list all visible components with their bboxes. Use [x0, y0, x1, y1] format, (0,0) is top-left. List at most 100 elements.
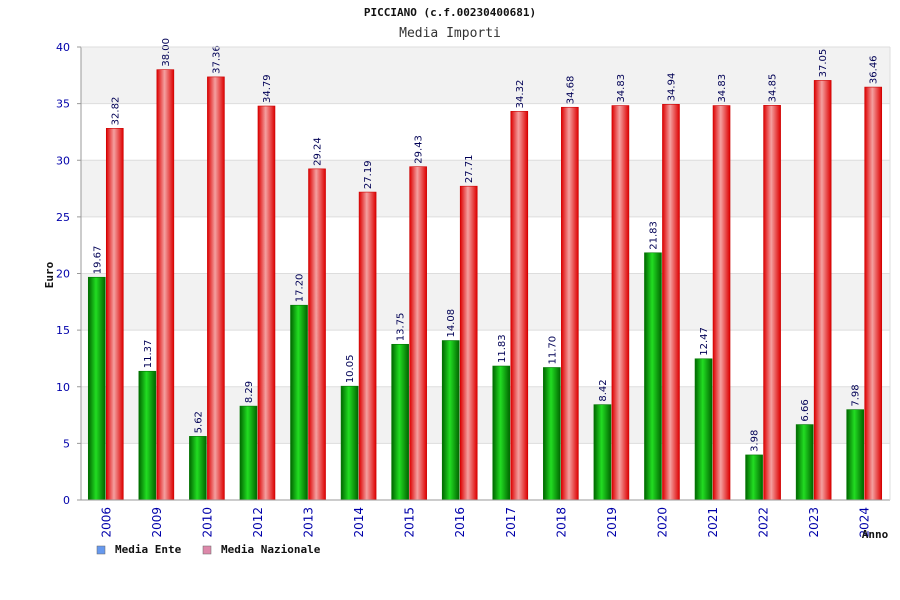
bar-media-ente: [593, 404, 612, 501]
value-labels: 19.67 32.82 11.37 38.00 5.62 37.36 8.29 34.79 17…: [92, 38, 879, 452]
y-tick-label: 10: [56, 381, 70, 394]
bar-media-ente: [340, 385, 359, 501]
x-tick-label: 2009: [150, 507, 164, 538]
value-label: 34.83: [616, 74, 627, 103]
bar-media-nazionale: [662, 104, 680, 501]
legend-swatch: [202, 545, 212, 555]
bar-media-ente: [441, 340, 460, 501]
x-tick-label: 2017: [504, 507, 518, 538]
bar-media-ente: [745, 454, 763, 501]
bar-media-nazionale: [864, 86, 883, 501]
y-tick-label: 35: [56, 98, 70, 111]
bar-media-nazionale: [611, 105, 630, 501]
bar-media-ente: [795, 424, 814, 501]
x-axis-label: Anno: [862, 528, 889, 541]
y-axis-label: Euro: [43, 261, 56, 288]
x-tick-label: 2018: [554, 507, 568, 538]
value-label: 10.05: [345, 355, 356, 384]
y-tick-label: 0: [63, 494, 70, 507]
y-tick-label: 20: [56, 268, 70, 281]
value-label: 3.98: [750, 430, 761, 452]
value-label: 13.75: [396, 313, 407, 342]
value-label: 7.98: [851, 384, 862, 406]
bar-media-ente: [694, 358, 713, 501]
value-label: 8.29: [244, 381, 255, 403]
bar-media-ente: [644, 252, 662, 501]
bar-media-nazionale: [459, 185, 478, 501]
value-label: 17.20: [295, 274, 306, 303]
x-tick-label: 2024: [858, 507, 872, 538]
axes: [77, 46, 891, 501]
value-label: 37.36: [211, 45, 222, 74]
x-tick-label: 2016: [453, 507, 467, 538]
value-label: 5.62: [193, 411, 204, 433]
bar-media-ente: [189, 436, 207, 501]
bar-media-ente: [391, 343, 409, 501]
x-tick-label: 2010: [200, 507, 214, 538]
bar-media-ente: [239, 405, 258, 501]
value-label: 21.83: [648, 221, 659, 250]
value-label: 27.19: [363, 160, 374, 189]
bars: [87, 69, 883, 501]
bar-media-nazionale: [105, 128, 124, 501]
bar-media-nazionale: [207, 76, 225, 501]
legend: Media Ente Media Nazionale: [96, 543, 321, 556]
value-label: 14.08: [446, 309, 457, 338]
bar-media-nazionale: [813, 80, 832, 501]
x-tick-label: 2022: [757, 507, 771, 538]
bar-media-ente: [543, 367, 561, 501]
value-label: 11.70: [547, 336, 558, 365]
bar-media-nazionale: [257, 105, 276, 501]
bar-media-nazionale: [358, 191, 377, 501]
value-label: 29.24: [313, 137, 324, 166]
value-label: 11.37: [143, 340, 154, 369]
value-label: 36.46: [869, 55, 880, 84]
bar-media-nazionale: [308, 168, 326, 501]
value-label: 32.82: [110, 97, 121, 126]
legend-label: Media Ente: [115, 543, 182, 556]
bar-media-nazionale: [712, 105, 731, 501]
y-tick-label: 25: [56, 211, 70, 224]
value-label: 6.66: [800, 399, 811, 421]
bar-media-nazionale: [561, 106, 579, 501]
bar-media-ente: [290, 304, 308, 501]
x-tick-label: 2019: [605, 507, 619, 538]
value-label: 11.83: [497, 334, 508, 363]
x-tick-label: 2013: [302, 507, 316, 538]
x-tick-label: 2020: [655, 507, 669, 538]
x-tick-labels: 2006 2009 2010 2012 2013 2014 2015 2016 2017 2018…: [99, 507, 871, 538]
value-label: 8.42: [598, 379, 609, 401]
value-label: 37.05: [818, 49, 829, 78]
bar-media-ente: [87, 276, 106, 501]
x-tick-label: 2014: [352, 507, 366, 538]
chart-title: PICCIANO (c.f.00230400681): [364, 6, 536, 19]
y-tick-label: 30: [56, 154, 70, 167]
y-tick-labels: 0 5 10 15 20 25 30 35 40: [56, 41, 70, 507]
value-label: 34.94: [666, 73, 677, 102]
value-label: 19.67: [92, 246, 103, 275]
x-tick-label: 2021: [706, 507, 720, 538]
legend-label: Media Nazionale: [221, 543, 321, 556]
bar-media-ente: [846, 409, 865, 501]
y-tick-label: 5: [63, 437, 70, 450]
legend-swatch: [96, 545, 106, 555]
value-label: 29.43: [414, 135, 425, 164]
value-label: 27.71: [464, 155, 475, 184]
bar-media-nazionale: [409, 166, 427, 501]
bar-media-nazionale: [763, 105, 781, 501]
value-label: 34.79: [262, 74, 273, 103]
x-tick-label: 2015: [403, 507, 417, 538]
bar-media-nazionale: [510, 111, 529, 501]
y-tick-label: 40: [56, 41, 70, 54]
chart-subtitle: Media Importi: [399, 26, 501, 41]
value-label: 38.00: [161, 38, 172, 67]
value-label: 34.68: [565, 76, 576, 105]
value-label: 34.85: [768, 74, 779, 103]
value-label: 34.83: [717, 74, 728, 103]
value-label: 34.32: [515, 80, 526, 109]
bar-media-ente: [138, 370, 157, 501]
value-label: 12.47: [699, 327, 710, 356]
x-tick-label: 2023: [807, 507, 821, 538]
x-tick-label: 2012: [251, 507, 265, 538]
